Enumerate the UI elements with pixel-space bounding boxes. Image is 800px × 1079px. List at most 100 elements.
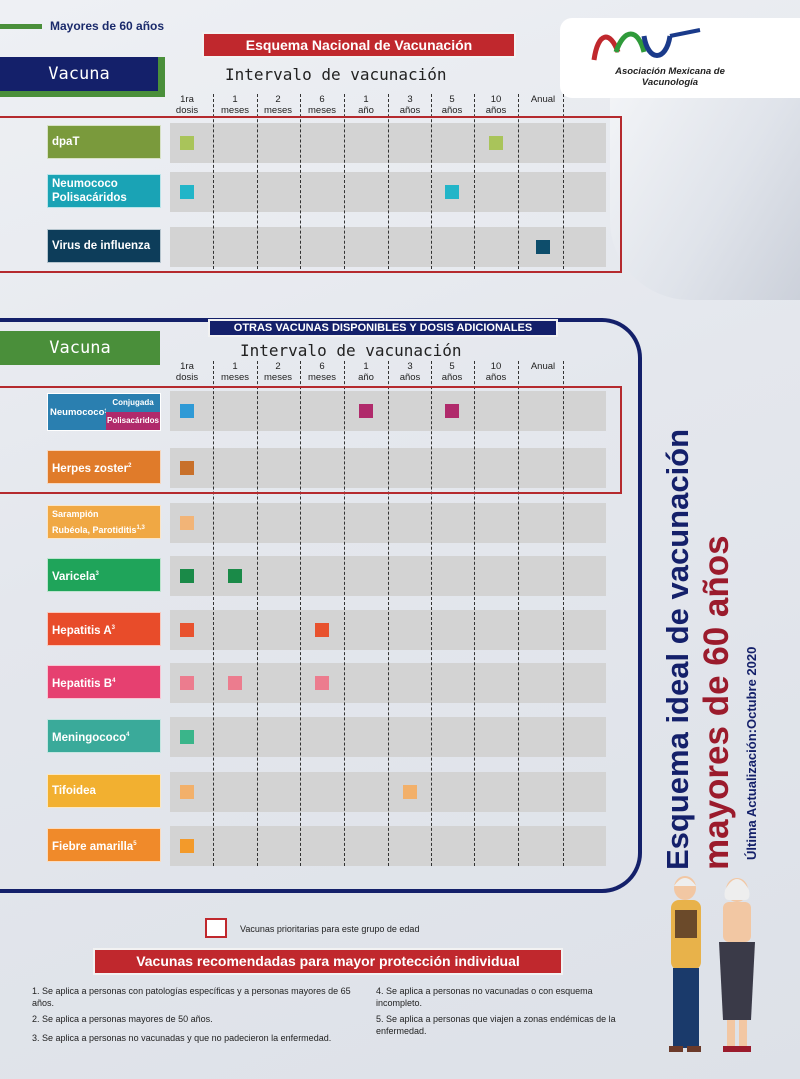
age-group-label: Mayores de 60 años [50,19,165,33]
vaccine-label: Hepatitis B4 [47,665,161,699]
vaccine-name: Hepatitis B4 [52,677,116,690]
interval-column-bottom: dosis [175,372,199,383]
vaccine-name: Sarampión [52,509,99,519]
interval-column-bottom: años [399,372,421,383]
interval-column-top: 5 [449,94,455,105]
interval-title-others: Intervalo de vacunación [240,341,462,360]
priority-legend-text: Vacunas prioritarias para este grupo de … [240,924,420,934]
vaccine-name: Tifoidea [52,785,96,797]
interval-divider [344,94,345,269]
vaccine-label: Herpes zoster2 [47,450,161,484]
vaccine-name: Meningococo4 [52,731,130,744]
interval-column-bottom: meses [264,105,292,116]
interval-column-bottom: años [399,105,421,116]
interval-column-bottom: meses [264,372,292,383]
vacuna-header-label: Vacuna [48,64,110,84]
footnote-ref: 3 [95,570,99,577]
logo-panel: Asociación Mexicana de Vacunología [560,18,800,98]
interval-divider [213,361,214,866]
vaccine-name: Virus de influenza [52,240,151,252]
interval-divider [213,94,214,269]
interval-column-label: 1 año [344,94,388,116]
interval-column-top: 3 [407,361,413,372]
priority-box-others [0,386,622,494]
vaccine-label: Fiebre amarilla5 [47,828,161,862]
interval-column-bottom: meses [221,372,249,383]
interval-column-top: 1ra [180,94,194,105]
interval-divider [518,94,519,269]
vaccine-name: Neumococo Polisacáridos [52,178,127,204]
interval-divider [388,361,389,866]
interval-column-label: 6 meses [300,94,344,116]
interval-column-bottom: meses [308,372,336,383]
interval-column-top: 6 [319,94,325,105]
vaccine-label: Hepatitis A3 [47,612,161,646]
neumococo-polisacaridos-label: Polisacáridos [106,416,160,425]
interval-divider [431,361,432,866]
interval-column-label: Anual [521,94,565,105]
interval-column-label: 1 año [344,361,388,383]
interval-column-label: Anual [521,361,565,372]
vaccine-name: dpaT [52,136,80,148]
vaccine-name: Herpes zoster2 [52,462,132,475]
interval-divider [300,94,301,269]
vaccine-label: Meningococo4 [47,719,161,753]
elderly-couple-illustration [669,876,755,1052]
national-scheme-banner: Esquema Nacional de Vacunación [202,32,516,58]
dose-marker [180,185,194,199]
interval-column-bottom: años [441,372,463,383]
recommended-banner: Vacunas recomendadas para mayor protecci… [93,948,563,975]
interval-column-label: 5 años [430,94,474,116]
interval-divider [344,361,345,866]
dose-marker [180,404,194,418]
interval-column-top: 10 [490,94,502,105]
neumococo-conjugada-label: Conjugada [112,398,154,407]
footnote-ref: 4 [126,731,130,738]
vaccine-label: Neumococo Polisacáridos [47,174,161,208]
vacuna-header: Vacuna [0,57,158,91]
interval-column-top: 1 [363,361,369,372]
interval-divider [257,94,258,269]
dose-marker [359,404,373,418]
footnote-ref: 3 [111,624,115,631]
interval-column-top: 6 [319,361,325,372]
interval-divider [431,94,432,269]
interval-divider [474,94,475,269]
interval-column-top: 1ra [180,361,194,372]
dose-marker [445,404,459,418]
dose-marker [180,839,194,853]
interval-column-bottom: año [358,105,374,116]
dose-marker [180,785,194,799]
interval-column-label: 3 años [388,361,432,383]
others-title: OTRAS VACUNAS DISPONIBLES Y DOSIS ADICIO… [233,322,533,334]
vacuna-header-others-label: Vacuna [49,338,111,358]
vaccine-label: Tifoidea [47,774,161,808]
interval-divider [300,361,301,866]
interval-divider [388,94,389,269]
interval-column-top: Anual [530,94,556,105]
footnote-ref: 5 [133,840,137,847]
interval-divider [257,361,258,866]
interval-column-label: 1ra dosis [165,361,209,383]
vaccine-name: Rubéola, Parotiditis1,3 [52,525,145,535]
others-banner: OTRAS VACUNAS DISPONIBLES Y DOSIS ADICIO… [208,319,558,337]
interval-column-label: 6 meses [300,361,344,383]
interval-column-bottom: años [485,372,507,383]
dose-marker [180,730,194,744]
interval-column-label: 1 meses [213,94,257,116]
interval-column-label: 3 años [388,94,432,116]
header-accent-line [0,24,42,29]
interval-column-top: 10 [490,361,502,372]
priority-box-national [0,116,622,273]
interval-column-label: 2 meses [256,94,300,116]
dose-marker [180,569,194,583]
interval-column-bottom: dosis [175,105,199,116]
footnote-ref: 1,3 [136,525,145,531]
interval-divider [518,361,519,866]
vaccine-name: Fiebre amarilla5 [52,840,137,853]
vaccine-name: Hepatitis A3 [52,624,115,637]
vaccine-label: Sarampión Rubéola, Parotiditis1,3 [47,505,161,539]
interval-divider [563,361,564,866]
vaccine-label: dpaT [47,125,161,159]
dose-marker [403,785,417,799]
